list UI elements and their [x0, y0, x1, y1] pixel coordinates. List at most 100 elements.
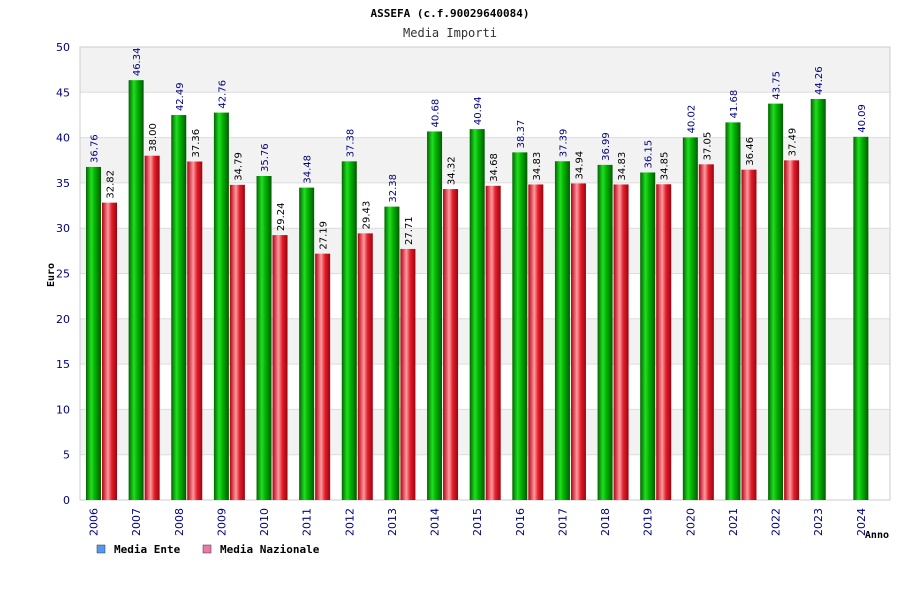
x-tick-label: 2007	[130, 508, 143, 536]
bar-media-ente	[597, 164, 613, 500]
data-label: 34.83	[617, 152, 628, 181]
data-label: 34.83	[532, 152, 543, 181]
bar-media-nazionale	[784, 160, 800, 500]
data-label: 38.37	[516, 120, 527, 149]
bar-media-ente	[384, 206, 400, 500]
bar-media-ente	[86, 166, 101, 500]
bar-media-nazionale	[144, 155, 160, 500]
data-label: 36.99	[601, 132, 612, 161]
x-tick-label: 2012	[343, 508, 356, 536]
data-label: 27.71	[404, 216, 415, 245]
x-tick-label: 2011	[301, 508, 314, 536]
bar-media-nazionale	[613, 184, 629, 501]
bar-media-nazionale	[443, 189, 459, 501]
x-tick-label: 2021	[727, 508, 740, 536]
x-tick-label: 2022	[770, 508, 783, 536]
y-tick-label: 50	[56, 41, 70, 54]
bar-media-ente	[128, 80, 144, 500]
y-axis-label: Euro	[46, 263, 57, 287]
x-tick-label: 2020	[684, 508, 697, 536]
bar-media-ente	[640, 172, 656, 500]
bar-media-ente	[512, 152, 528, 500]
y-axis-ticks: 0 5 10 15 20 25 30 35 40 45 50	[56, 41, 70, 507]
bar-media-nazionale	[485, 185, 501, 500]
legend-label-media-ente: Media Ente	[114, 543, 181, 556]
y-tick-label: 20	[56, 313, 70, 326]
x-tick-label: 2008	[173, 508, 186, 536]
data-label: 27.19	[319, 221, 330, 250]
data-label: 38.00	[148, 123, 159, 152]
bar-media-nazionale	[272, 235, 288, 500]
y-tick-label: 30	[56, 222, 70, 235]
data-label: 37.05	[702, 132, 713, 161]
grid-band	[80, 47, 890, 93]
data-label: 34.68	[489, 153, 500, 182]
bars	[86, 80, 869, 501]
data-label: 40.09	[857, 104, 868, 133]
bar-media-nazionale	[698, 164, 714, 500]
x-tick-label: 2024	[855, 508, 868, 536]
data-label: 34.85	[660, 152, 671, 181]
bar-media-nazionale	[102, 202, 117, 500]
data-labels: 36.76 32.82 46.34 38.00 42.49 37.36 42.76 34.79…	[90, 48, 868, 250]
x-tick-label: 2016	[514, 508, 527, 536]
data-label: 36.15	[644, 140, 655, 169]
y-tick-label: 0	[63, 494, 70, 507]
data-label: 40.68	[431, 99, 442, 128]
chart-title: ASSEFA (c.f.90029640084)	[371, 7, 530, 20]
x-tick-label: 2018	[599, 508, 612, 536]
x-tick-label: 2023	[812, 508, 825, 536]
data-label: 29.43	[361, 201, 372, 230]
data-label: 34.32	[447, 156, 458, 185]
data-label: 35.76	[260, 143, 271, 172]
bar-media-ente	[427, 131, 443, 500]
y-tick-label: 5	[63, 449, 70, 462]
data-label: 34.94	[574, 151, 585, 180]
bar-media-nazionale	[570, 183, 586, 500]
plot-frame	[79, 46, 891, 501]
bar-media-ente	[768, 103, 784, 500]
bar-media-ente	[725, 122, 741, 500]
bar-media-ente	[171, 115, 187, 501]
data-label: 43.75	[772, 71, 783, 100]
x-tick-label: 2014	[429, 508, 442, 536]
bar-media-nazionale	[315, 253, 331, 500]
bar-media-nazionale	[229, 184, 245, 500]
bar-media-ente	[299, 187, 315, 500]
bar-media-ente	[213, 112, 229, 501]
data-label: 37.36	[191, 129, 202, 158]
data-label: 37.38	[345, 129, 356, 158]
y-tick-label: 35	[56, 177, 70, 190]
x-tick-label: 2013	[386, 508, 399, 536]
bar-media-ente	[682, 137, 698, 500]
x-tick-label: 2010	[258, 508, 271, 536]
bar-media-nazionale	[656, 184, 672, 500]
x-axis-ticks: 2006 2007 2008 2009 2010 2011 2012 2013 2014 2015…	[88, 508, 868, 536]
chart-subtitle: Media Importi	[403, 26, 497, 40]
y-tick-label: 25	[56, 268, 70, 281]
data-label: 32.38	[388, 174, 399, 203]
x-tick-label: 2015	[471, 508, 484, 536]
data-label: 29.24	[276, 202, 287, 231]
x-axis-label: Anno	[865, 530, 889, 541]
legend-swatch-media-nazionale	[202, 544, 212, 554]
data-label: 36.46	[745, 137, 756, 166]
x-tick-label: 2006	[88, 508, 101, 536]
data-label: 32.82	[106, 170, 117, 199]
bar-media-ente	[469, 129, 485, 500]
x-tick-label: 2019	[642, 508, 655, 536]
bar-media-ente	[554, 161, 570, 501]
data-label: 36.76	[90, 134, 101, 163]
data-label: 40.02	[686, 105, 697, 134]
bar-media-ente	[810, 99, 826, 501]
legend-swatch-media-ente	[96, 544, 106, 554]
bar-media-ente	[341, 161, 357, 500]
data-label: 42.76	[217, 80, 228, 109]
data-label: 41.68	[729, 90, 740, 119]
bar-media-nazionale	[357, 233, 373, 500]
y-tick-label: 45	[56, 86, 70, 99]
data-label: 46.34	[132, 48, 143, 77]
x-tick-label: 2017	[556, 508, 569, 536]
data-label: 42.49	[175, 82, 186, 111]
